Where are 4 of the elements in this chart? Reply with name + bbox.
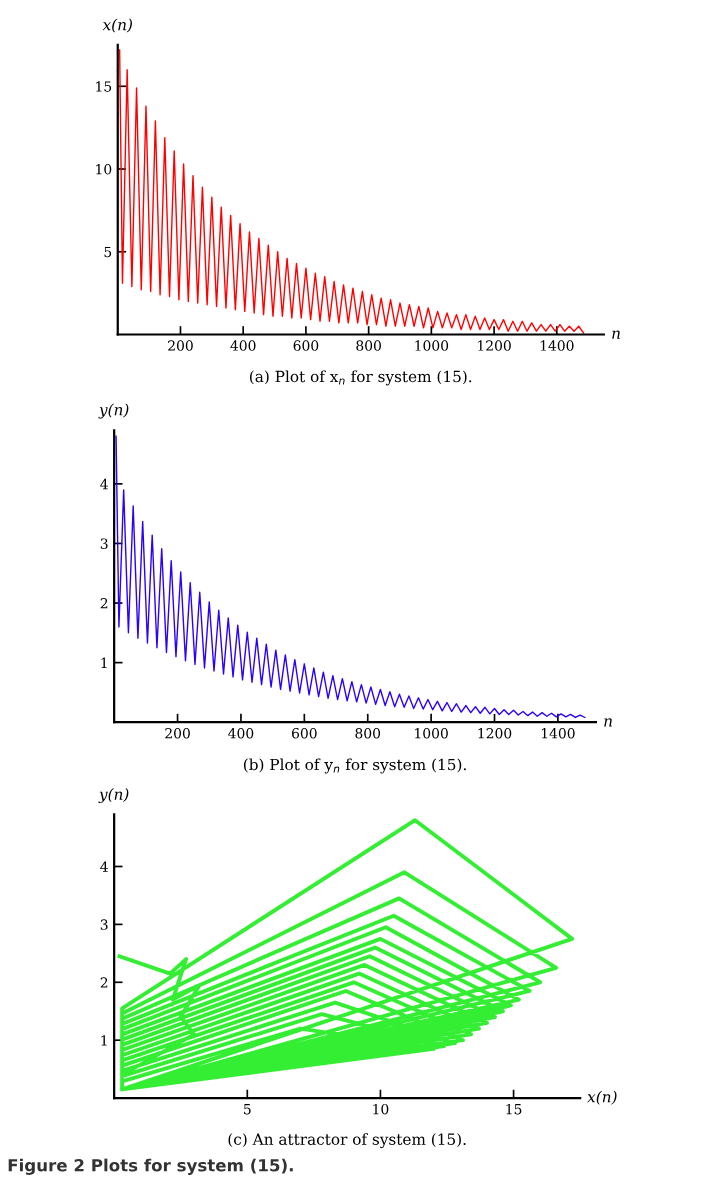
line-series: [118, 49, 585, 334]
line-series: [117, 818, 575, 1092]
caption: Figure 2 Plots for system (15).: [8, 1158, 293, 1175]
line-series: [115, 435, 586, 719]
